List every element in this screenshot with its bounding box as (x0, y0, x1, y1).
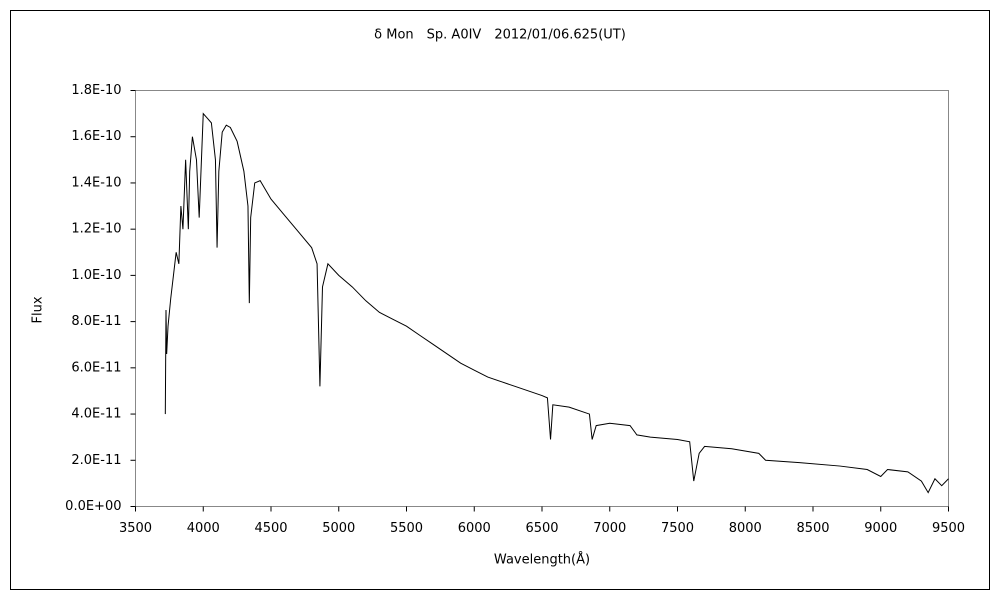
x-tick-label: 8500 (796, 521, 829, 536)
x-tick-label: 7000 (593, 521, 626, 536)
chart-title: δ Mon Sp. A0IV 2012/01/06.625(UT) (374, 28, 626, 43)
y-tick-label: 6.0E-11 (71, 360, 121, 375)
x-tick-label: 7500 (661, 521, 694, 536)
x-tick-label: 6000 (458, 521, 491, 536)
y-tick-label: 2.0E-11 (71, 453, 121, 468)
y-tick-label: 1.2E-10 (71, 222, 121, 237)
x-tick-label: 8000 (729, 521, 762, 536)
y-tick-label: 1.8E-10 (71, 83, 121, 98)
y-tick-label: 1.0E-10 (71, 268, 121, 283)
x-tick-label: 3500 (119, 521, 152, 536)
spectrum-line (164, 112, 949, 494)
x-axis-label: Wavelength(Å) (494, 552, 590, 568)
x-tick-label: 4000 (187, 521, 220, 536)
x-tick-label: 4500 (254, 521, 287, 536)
x-tick-label: 6500 (525, 521, 558, 536)
y-tick-label: 1.4E-10 (71, 175, 121, 190)
y-tick-label: 0.0E+00 (65, 499, 121, 514)
y-tick-label: 8.0E-11 (71, 314, 121, 329)
plot-area (135, 90, 949, 507)
x-tick-label: 5000 (322, 521, 355, 536)
y-tick-label: 4.0E-11 (71, 407, 121, 422)
y-axis-label: Flux (31, 296, 46, 323)
x-tick-label: 9000 (864, 521, 897, 536)
y-tick-label: 1.6E-10 (71, 129, 121, 144)
x-tick-label: 5500 (390, 521, 423, 536)
x-tick-label: 9500 (932, 521, 965, 536)
